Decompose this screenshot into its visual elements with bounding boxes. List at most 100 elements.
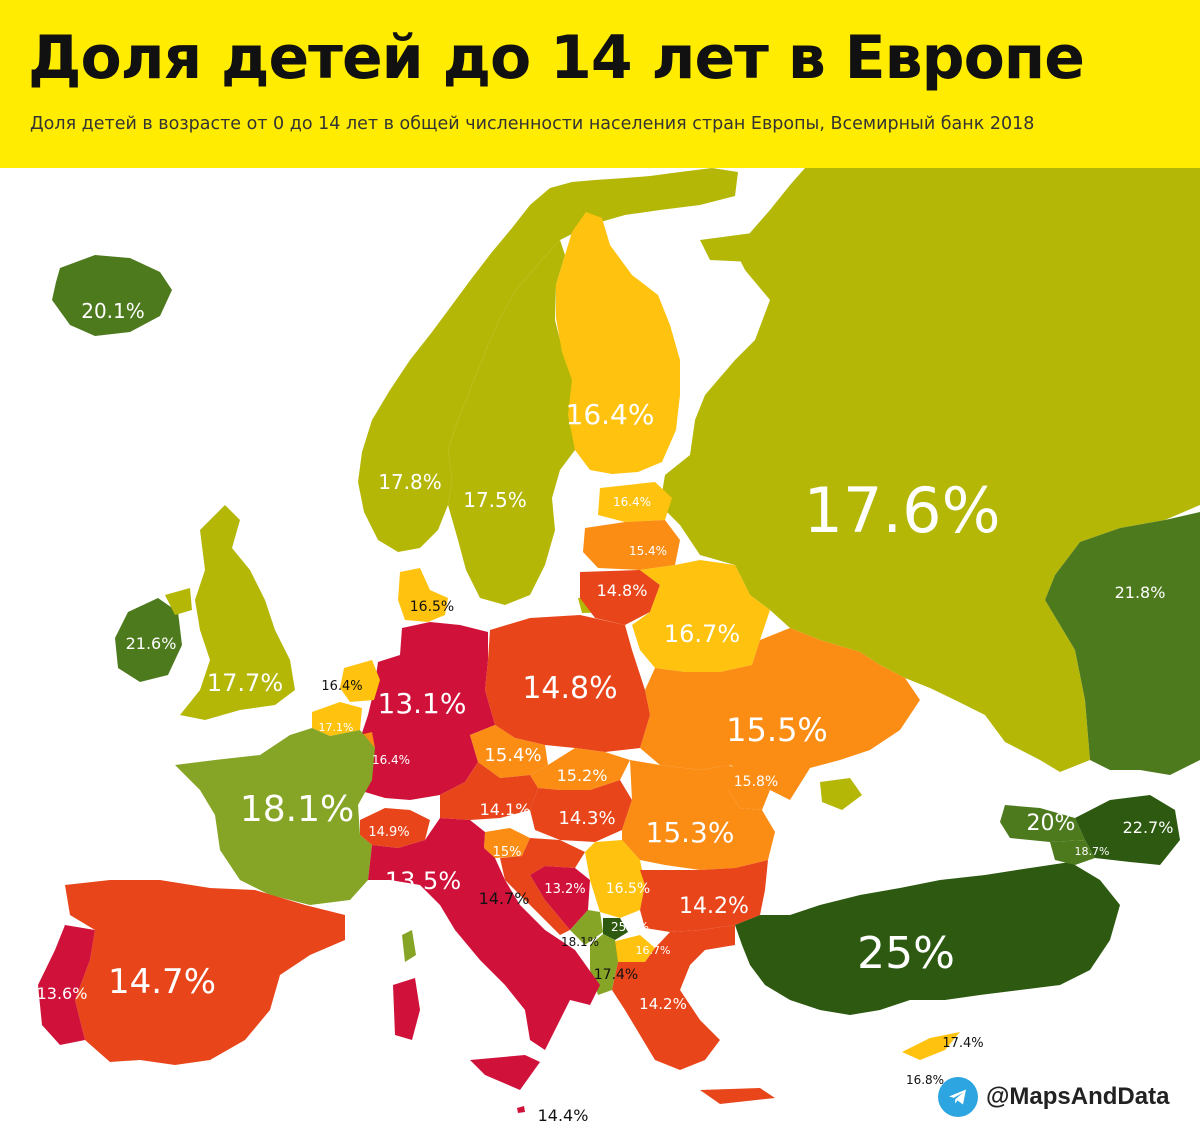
label-belgium: 17.1% bbox=[319, 721, 354, 734]
label-azerbaijan: 22.7% bbox=[1123, 818, 1174, 837]
label-spain: 14.7% bbox=[108, 962, 216, 1002]
country-italy bbox=[368, 818, 600, 1050]
credit-badge[interactable]: @MapsAndData bbox=[938, 1075, 1169, 1119]
credit-handle: @MapsAndData bbox=[986, 1083, 1170, 1110]
country-united-kingdom bbox=[180, 505, 295, 720]
label-poland: 14.8% bbox=[522, 671, 617, 706]
label-austria: 14.1% bbox=[480, 800, 531, 819]
label-slovenia: 15% bbox=[493, 845, 522, 860]
label-iceland: 20.1% bbox=[81, 299, 145, 323]
label-montenegro: 18.1% bbox=[561, 935, 599, 949]
country-ireland bbox=[115, 598, 182, 682]
label-united-kingdom: 17.7% bbox=[207, 669, 283, 697]
label-kazakhstan: 21.8% bbox=[1115, 583, 1166, 602]
country-romania bbox=[622, 760, 775, 870]
region-northern-ireland bbox=[165, 588, 192, 615]
country-montenegro bbox=[570, 910, 603, 945]
country-russia bbox=[660, 168, 1200, 772]
label-latvia: 15.4% bbox=[629, 544, 667, 558]
country-latvia bbox=[583, 520, 680, 570]
country-austria bbox=[440, 762, 538, 820]
country-france bbox=[175, 728, 375, 905]
telegram-icon bbox=[938, 1077, 978, 1117]
country-turkey bbox=[735, 862, 1120, 1015]
country-serbia bbox=[585, 840, 645, 918]
label-czechia: 15.4% bbox=[484, 745, 541, 766]
country-greece bbox=[612, 925, 735, 1070]
island-sardinia bbox=[393, 978, 420, 1040]
country-lithuania bbox=[580, 570, 660, 625]
label-greece: 14.2% bbox=[639, 995, 687, 1013]
label-denmark: 16.5% bbox=[410, 599, 454, 615]
label-ukraine: 15.5% bbox=[726, 711, 828, 749]
label-georgia: 20% bbox=[1027, 811, 1076, 836]
island-svalbard-coast bbox=[700, 232, 790, 262]
label-portugal: 13.6% bbox=[37, 984, 88, 1003]
label-netherlands: 16.4% bbox=[321, 679, 362, 694]
label-lithuania: 14.8% bbox=[597, 581, 648, 600]
country-azerbaijan bbox=[1075, 795, 1180, 865]
country-portugal bbox=[38, 925, 95, 1045]
label-northern-cyprus: 16.8% bbox=[906, 1073, 944, 1087]
country-spain bbox=[65, 880, 345, 1065]
island-crete bbox=[700, 1088, 775, 1104]
country-north-macedonia bbox=[612, 935, 655, 962]
label-finland: 16.4% bbox=[566, 398, 655, 431]
country-germany bbox=[358, 622, 495, 800]
country-albania bbox=[590, 934, 618, 995]
country-hungary bbox=[530, 780, 632, 842]
label-italy: 13.5% bbox=[385, 867, 461, 895]
country-belarus bbox=[632, 560, 770, 672]
country-croatia bbox=[500, 838, 585, 935]
label-kosovo: 25.8% bbox=[611, 920, 649, 934]
label-norway: 17.8% bbox=[378, 470, 442, 494]
country-armenia bbox=[1050, 840, 1095, 865]
country-kosovo bbox=[603, 918, 628, 940]
label-belarus: 16.7% bbox=[664, 620, 740, 648]
label-croatia: 14.7% bbox=[479, 889, 530, 908]
label-russia: 17.6% bbox=[804, 474, 1001, 547]
label-france: 18.1% bbox=[240, 789, 354, 830]
country-slovenia bbox=[484, 828, 530, 858]
label-romania: 15.3% bbox=[646, 816, 735, 849]
country-netherlands bbox=[340, 660, 380, 702]
country-sweden bbox=[448, 240, 585, 605]
label-luxembourg: 16.4% bbox=[372, 753, 410, 767]
country-norway bbox=[358, 168, 738, 552]
country-denmark bbox=[398, 568, 448, 622]
country-bosnia bbox=[530, 866, 590, 930]
island-sicily bbox=[470, 1055, 540, 1090]
label-estonia: 16.4% bbox=[613, 495, 651, 509]
label-turkey: 25% bbox=[857, 928, 955, 979]
label-slovakia: 15.2% bbox=[557, 766, 608, 785]
country-finland bbox=[556, 212, 680, 474]
island-corsica bbox=[402, 930, 416, 962]
country-georgia bbox=[1000, 805, 1085, 842]
label-malta: 14.4% bbox=[538, 1106, 589, 1125]
country-moldova bbox=[725, 765, 770, 810]
label-cyprus: 17.4% bbox=[942, 1036, 983, 1051]
label-sweden: 17.5% bbox=[463, 488, 527, 512]
label-ireland: 21.6% bbox=[126, 634, 177, 653]
label-albania: 17.4% bbox=[594, 967, 638, 983]
page-subtitle: Доля детей в возрасте от 0 до 14 лет в о… bbox=[30, 114, 1035, 134]
region-crimea bbox=[820, 778, 862, 810]
country-estonia bbox=[598, 482, 672, 522]
label-moldova: 15.8% bbox=[734, 774, 778, 790]
header-banner: Доля детей до 14 лет в Европе Доля детей… bbox=[0, 0, 1200, 168]
island-malta bbox=[517, 1106, 525, 1113]
label-armenia: 18.7% bbox=[1075, 845, 1110, 858]
country-cyprus bbox=[902, 1032, 960, 1060]
country-slovakia bbox=[530, 748, 630, 790]
country-switzerland bbox=[360, 808, 430, 848]
country-belgium bbox=[312, 702, 362, 736]
country-ukraine bbox=[640, 628, 920, 800]
label-north-macedonia: 16.7% bbox=[636, 944, 671, 957]
label-bulgaria: 14.2% bbox=[679, 894, 749, 919]
country-bulgaria bbox=[640, 860, 768, 932]
label-germany: 13.1% bbox=[378, 687, 467, 720]
country-kazakhstan bbox=[1045, 512, 1200, 775]
page-title: Доля детей до 14 лет в Европе bbox=[28, 23, 1085, 93]
country-iceland bbox=[52, 255, 172, 336]
